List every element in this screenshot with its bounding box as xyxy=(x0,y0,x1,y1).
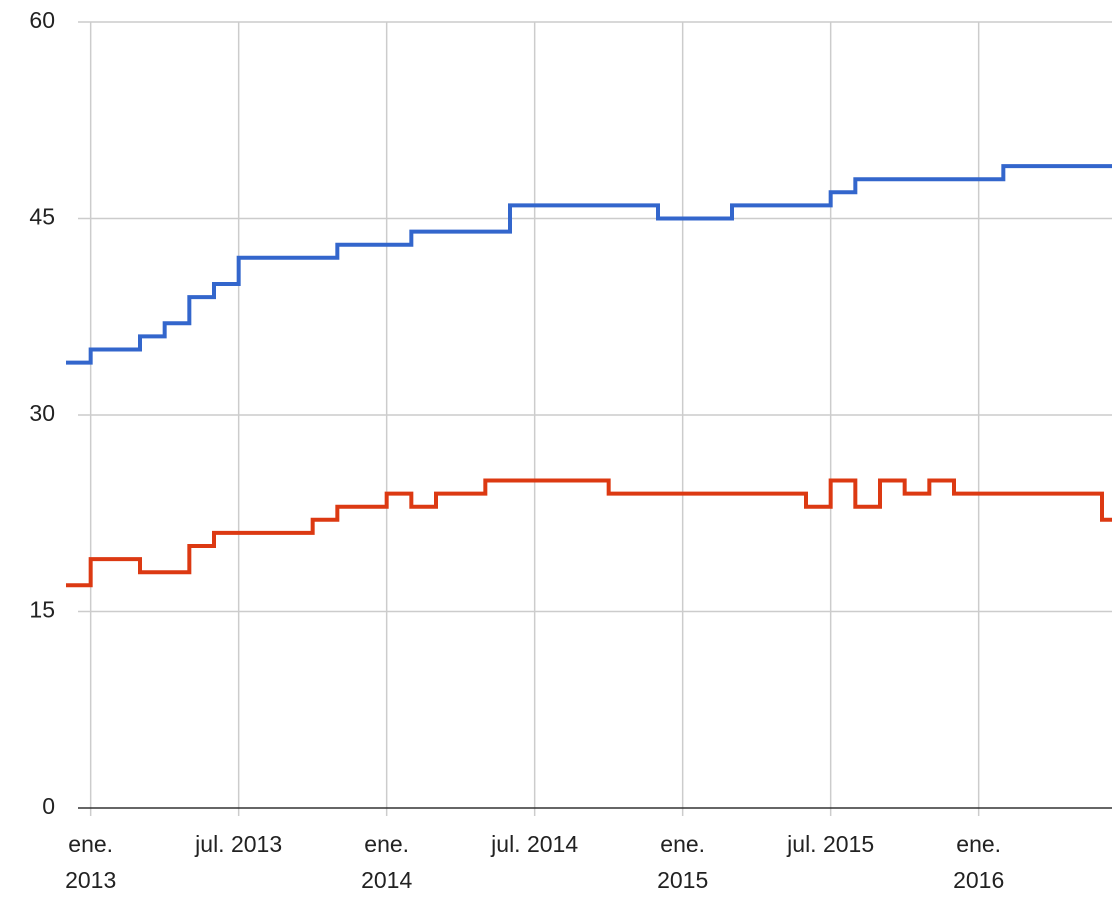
x-tick-label: ene. xyxy=(364,831,409,857)
x-tick-label: ene. xyxy=(956,831,1001,857)
x-tick-label: jul. 2015 xyxy=(786,831,874,857)
x-tick-label: jul. 2013 xyxy=(194,831,282,857)
y-tick-label: 0 xyxy=(42,793,55,819)
x-tick-label: ene. xyxy=(660,831,705,857)
x-tick-label: 2016 xyxy=(953,867,1004,893)
data-line xyxy=(66,478,1112,588)
y-tick-label: 30 xyxy=(29,400,55,426)
y-tick-label: 15 xyxy=(29,597,55,623)
x-tick-label: ene. xyxy=(68,831,113,857)
x-tick-label: 2015 xyxy=(657,867,708,893)
y-tick-label: 45 xyxy=(29,204,55,230)
y-tick-label: 60 xyxy=(29,7,55,33)
x-tick-label: 2013 xyxy=(65,867,116,893)
x-tick-label: jul. 2014 xyxy=(490,831,578,857)
data-line xyxy=(66,164,1112,365)
x-tick-label: 2014 xyxy=(361,867,412,893)
